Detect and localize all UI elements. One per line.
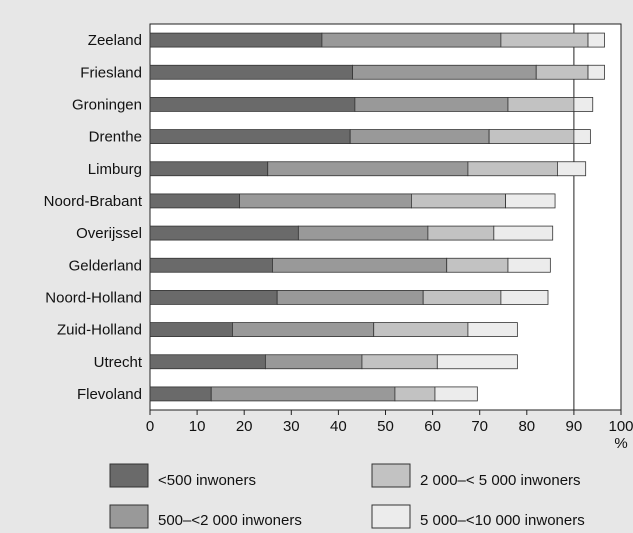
category-label: Limburg — [88, 161, 142, 178]
bar-overijssel-series-3 — [427, 225, 495, 241]
legend-swatch-4 — [371, 504, 411, 529]
category-label: Noord-Holland — [45, 289, 142, 306]
legend-label-1: <500 inwoners — [158, 472, 256, 489]
bar-gelderland-series-4 — [507, 257, 551, 273]
bar-noord-holland-series-1 — [149, 290, 278, 305]
bar-limburg-series-4 — [557, 161, 587, 177]
x-tick-label: 70 — [471, 418, 488, 435]
bar-friesland-series-4 — [587, 64, 605, 80]
bar-overijssel-series-1 — [149, 225, 299, 241]
x-tick-label: 30 — [283, 418, 300, 435]
bar-drenthe-series-3 — [488, 129, 575, 144]
legend-label-3: 2 000–< 5 000 inwoners — [420, 472, 581, 489]
bar-zuid-holland-series-4 — [467, 322, 518, 337]
category-label: Groningen — [72, 96, 142, 113]
bar-noord-brabant-series-3 — [411, 193, 507, 209]
bar-utrecht-series-4 — [436, 354, 518, 370]
bar-flevoland-series-2 — [210, 386, 396, 402]
x-tick-label: 10 — [189, 418, 206, 435]
bar-limburg-series-3 — [467, 161, 558, 177]
bar-gelderland-series-3 — [446, 257, 509, 273]
bar-utrecht-series-3 — [361, 354, 438, 370]
bar-friesland-series-1 — [149, 64, 353, 80]
bar-zeeland-series-2 — [321, 32, 502, 48]
x-tick-label: 40 — [330, 418, 347, 435]
bar-limburg-series-2 — [267, 161, 469, 177]
x-tick-label: 20 — [236, 418, 253, 435]
bar-zuid-holland-series-2 — [232, 322, 375, 337]
x-tick-label: 80 — [518, 418, 535, 435]
legend-swatch-3 — [371, 463, 411, 488]
bar-groningen-series-4 — [573, 97, 594, 112]
bar-zuid-holland-series-3 — [373, 322, 469, 337]
bar-utrecht-series-1 — [149, 354, 266, 370]
x-tick-label: 100 — [608, 418, 633, 435]
bar-drenthe-series-2 — [349, 129, 490, 144]
bar-noord-holland-series-3 — [422, 290, 502, 305]
bar-gelderland-series-2 — [272, 257, 448, 273]
bar-zeeland-series-3 — [500, 32, 589, 48]
bar-zeeland-series-1 — [149, 32, 323, 48]
x-tick-label: 60 — [424, 418, 441, 435]
bar-noord-holland-series-4 — [500, 290, 549, 305]
bar-groningen-series-2 — [354, 97, 509, 112]
bar-friesland-series-2 — [352, 64, 537, 80]
bar-groningen-series-1 — [149, 97, 356, 112]
bar-noord-brabant-series-2 — [239, 193, 412, 209]
bar-overijssel-series-2 — [297, 225, 429, 241]
bar-flevoland-series-3 — [394, 386, 436, 402]
x-tick-label: 90 — [566, 418, 583, 435]
x-tick-label: 50 — [377, 418, 394, 435]
category-label: Gelderland — [69, 257, 142, 274]
plot-area — [149, 23, 622, 411]
legend-swatch-2 — [109, 504, 149, 529]
x-axis-unit-label: % — [614, 435, 627, 452]
legend-swatch-1 — [109, 463, 149, 488]
bar-zuid-holland-series-1 — [149, 322, 233, 337]
category-label: Drenthe — [89, 129, 142, 146]
category-label: Friesland — [80, 64, 142, 81]
bar-gelderland-series-1 — [149, 257, 273, 273]
bar-zeeland-series-4 — [587, 32, 605, 48]
bar-drenthe-series-1 — [149, 129, 351, 144]
category-label: Overijssel — [76, 225, 142, 242]
bar-flevoland-series-4 — [434, 386, 478, 402]
category-label: Zuid-Holland — [57, 322, 142, 339]
category-label: Noord-Brabant — [44, 193, 143, 210]
bar-utrecht-series-2 — [264, 354, 363, 370]
category-label: Zeeland — [88, 32, 142, 49]
category-label: Utrecht — [94, 354, 143, 371]
bar-friesland-series-3 — [535, 64, 589, 80]
bar-noord-holland-series-2 — [276, 290, 424, 305]
bar-overijssel-series-4 — [493, 225, 554, 241]
x-tick-label: 0 — [146, 418, 154, 435]
legend-label-4: 5 000–<10 000 inwoners — [420, 512, 585, 529]
bar-noord-brabant-series-1 — [149, 193, 240, 209]
category-label: Flevoland — [77, 386, 142, 403]
legend-label-2: 500–<2 000 inwoners — [158, 512, 302, 529]
bar-noord-brabant-series-4 — [505, 193, 556, 209]
bar-flevoland-series-1 — [149, 386, 212, 402]
bar-drenthe-series-4 — [573, 129, 591, 144]
bar-limburg-series-1 — [149, 161, 269, 177]
bar-groningen-series-3 — [507, 97, 575, 112]
